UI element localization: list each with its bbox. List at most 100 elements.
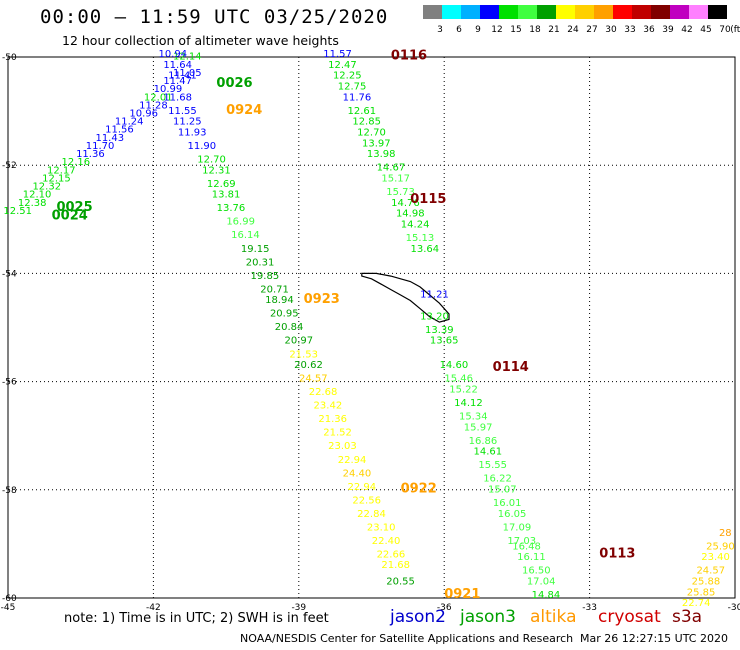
wave-height-value: 12.85 — [352, 117, 381, 128]
wave-height-value: 16.11 — [517, 552, 546, 563]
lon-tick-label: -33 — [582, 603, 597, 613]
colorbar-swatch — [423, 5, 442, 19]
colorbar-label: 12 — [491, 25, 503, 35]
colorbar-label: 27 — [586, 25, 598, 35]
wave-height-value: 11.43 — [95, 133, 124, 144]
south-georgia-coastline — [361, 272, 450, 323]
colorbar-swatch — [461, 5, 480, 19]
wave-height-value: 12.70 — [357, 127, 386, 138]
legend-jason2: jason2 — [390, 607, 446, 627]
colorbar-label: 18 — [529, 25, 541, 35]
wave-height-value: 19.15 — [241, 244, 270, 255]
pass-time-label: 0924 — [226, 103, 262, 118]
colorbar-label: 24 — [567, 25, 579, 35]
wave-height-value: 24.40 — [343, 468, 372, 479]
footer-credit: NOAA/NESDIS Center for Satellite Applica… — [240, 632, 574, 645]
pass-time-label: 0922 — [401, 482, 437, 497]
wave-height-value: 10.99 — [154, 84, 183, 95]
wave-height-value: 11.36 — [76, 149, 105, 160]
colorbar-label: 42 — [681, 25, 693, 35]
wave-height-value: 25.85 — [687, 587, 716, 598]
wave-height-value: 12.75 — [338, 81, 367, 92]
pass-time-label: 0026 — [216, 76, 252, 91]
wave-height-value: 22.66 — [377, 549, 406, 560]
colorbar-swatch — [537, 5, 556, 19]
pass-time-label: 0115 — [410, 192, 446, 207]
footer-note: note: 1) Time is in UTC; 2) SWH is in fe… — [64, 611, 329, 626]
wave-height-value: 14.84 — [532, 590, 561, 601]
wave-height-value: 14.67 — [377, 163, 406, 174]
wave-height-value: 11.47 — [163, 76, 192, 87]
wave-height-value: 15.55 — [478, 460, 507, 471]
wave-height-value: 21.52 — [323, 428, 352, 439]
wave-height-value: 23.42 — [314, 401, 343, 412]
colorbar-label: (ft) — [730, 25, 740, 35]
wave-height-value: 17.09 — [503, 522, 532, 533]
pass-time-label: 0923 — [304, 292, 340, 307]
colorbar-swatch — [670, 5, 689, 19]
wave-height-value: 12.31 — [202, 165, 231, 176]
wave-height-value: 22.94 — [347, 482, 376, 493]
colorbar-label: 70 — [719, 25, 731, 35]
colorbar-swatch — [518, 5, 537, 19]
wave-height-value: 17.04 — [527, 576, 556, 587]
wave-height-value: 20.95 — [270, 309, 299, 320]
colorbar-label: 33 — [624, 25, 636, 35]
lat-tick-label: -58 — [2, 486, 17, 496]
colorbar-swatch — [499, 5, 518, 19]
colorbar-swatch — [556, 5, 575, 19]
lon-tick-label: -30 — [728, 603, 740, 613]
wave-height-value: 11.57 — [323, 49, 352, 60]
legend-altika: altika — [530, 607, 577, 627]
wave-height-value: 12.17 — [47, 165, 76, 176]
wave-height-value: 12.15 — [42, 173, 71, 184]
wave-height-value: 15.97 — [464, 422, 493, 433]
pass-time-label: 0025 — [56, 200, 92, 215]
wave-height-value: 13.97 — [362, 138, 391, 149]
legend-cryosat: cryosat — [598, 607, 661, 627]
wave-height-value: 12.32 — [32, 182, 61, 193]
map-frame — [7, 56, 736, 599]
wave-height-value: 12.61 — [347, 106, 376, 117]
colorbar-swatch — [575, 5, 594, 19]
lat-tick-label: -52 — [2, 161, 17, 171]
wave-height-value: 16.86 — [469, 436, 498, 447]
wave-height-value: 12.51 — [3, 206, 32, 217]
wave-height-value: 23.40 — [701, 552, 730, 563]
wave-height-value: 14.12 — [454, 398, 483, 409]
wave-height-value: 11.76 — [343, 92, 372, 103]
wave-height-value: 16.05 — [498, 509, 527, 520]
wave-height-value: 22.94 — [338, 455, 367, 466]
wave-height-value: 20.55 — [386, 576, 415, 587]
wave-height-value: 13.81 — [212, 190, 241, 201]
colorbar-label: 30 — [605, 25, 617, 35]
wave-height-value: 13.20 — [420, 311, 449, 322]
colorbar-label: 6 — [456, 25, 462, 35]
lat-tick-label: -56 — [2, 378, 17, 388]
wave-height-value: 15.73 — [386, 187, 415, 198]
wave-height-value: 14.61 — [473, 447, 502, 458]
pass-time-label: 0116 — [391, 49, 427, 64]
page-subtitle: 12 hour collection of altimeter wave hei… — [62, 33, 339, 48]
wave-height-value: 24.57 — [696, 566, 725, 577]
wave-height-value: 15.07 — [488, 485, 517, 496]
colorbar-label: 36 — [643, 25, 655, 35]
wave-height-value: 23.10 — [367, 522, 396, 533]
wave-height-value: 13.64 — [410, 244, 439, 255]
wave-height-value: 11.25 — [173, 117, 202, 128]
wave-height-value: 11.24 — [115, 117, 144, 128]
wave-height-value: 13.98 — [367, 149, 396, 160]
wave-height-value: 18.94 — [265, 295, 294, 306]
wave-height-value: 11.21 — [420, 290, 449, 301]
page-title: 00:00 – 11:59 UTC 03/25/2020 — [40, 6, 389, 28]
lon-tick-label: -42 — [146, 603, 161, 613]
colorbar-label: 39 — [662, 25, 674, 35]
wave-height-value: 15.22 — [449, 384, 478, 395]
wave-height-value: 21.53 — [289, 349, 318, 360]
wave-height-value: 16.22 — [483, 474, 512, 485]
footer-timestamp: Mar 26 12:27:15 UTC 2020 — [580, 632, 728, 645]
wave-height-value: 23.03 — [328, 441, 357, 452]
wave-height-value: 16.48 — [512, 541, 541, 552]
wave-height-value: 10.94 — [158, 49, 187, 60]
